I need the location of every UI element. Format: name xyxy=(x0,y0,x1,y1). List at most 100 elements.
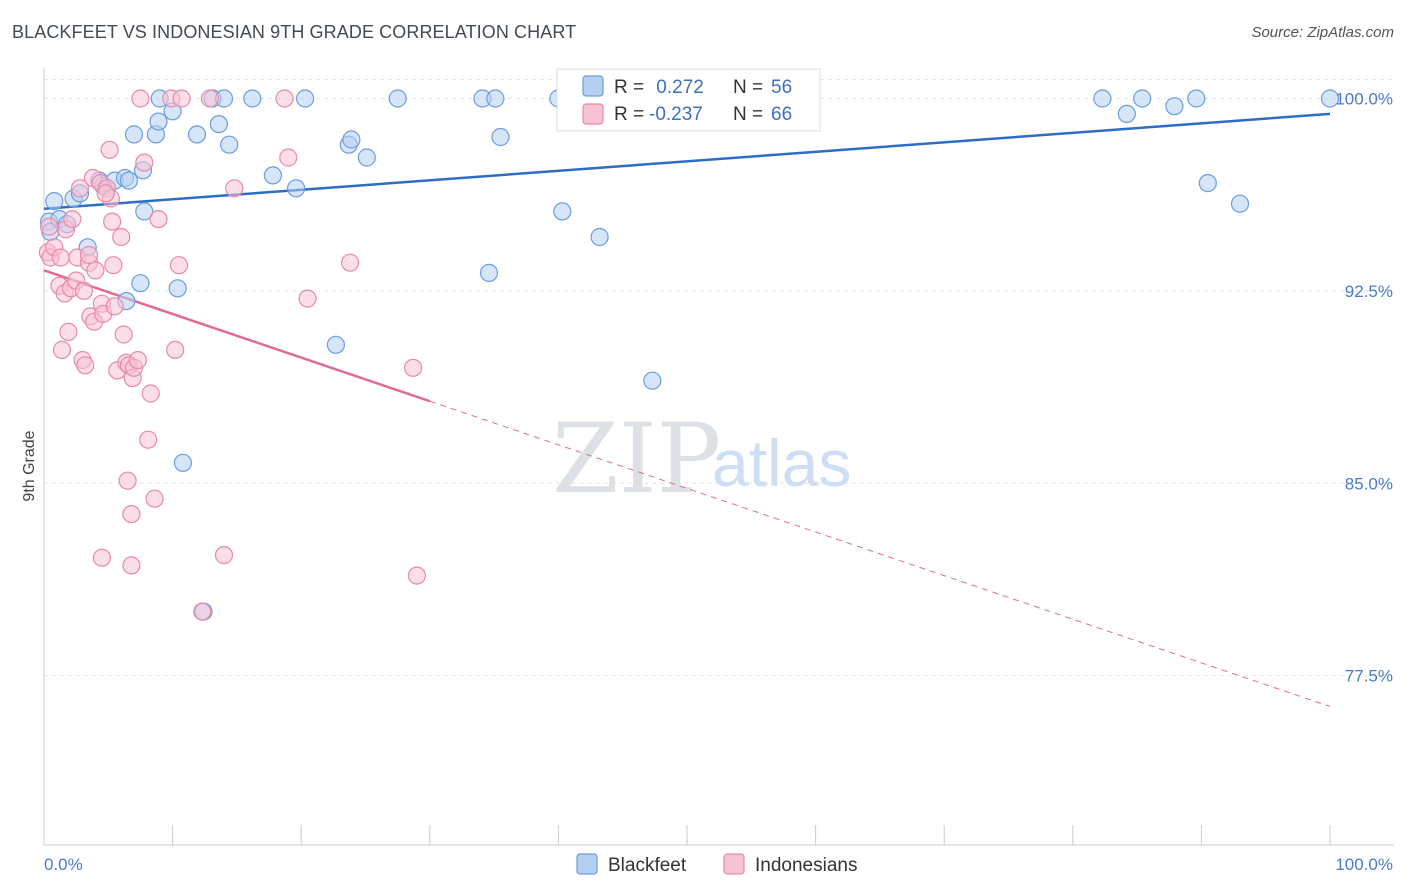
point-indonesians-27 xyxy=(100,140,119,159)
point-blackfeet-42 xyxy=(491,127,510,147)
point-blackfeet-12 xyxy=(119,171,138,190)
point-blackfeet-41 xyxy=(486,89,505,108)
legend-box: R = 0.272 N = 56 R = -0.237 N = 66 xyxy=(556,68,821,132)
point-blackfeet-51 xyxy=(1133,89,1152,108)
point-blackfeet-32 xyxy=(287,179,306,198)
point-indonesians-46 xyxy=(145,489,164,508)
point-blackfeet-15 xyxy=(131,274,150,293)
trend-line-indonesians-extrapolated xyxy=(429,400,1331,707)
legend-n-value-indonesians: 66 xyxy=(771,104,792,125)
point-blackfeet-36 xyxy=(342,130,361,149)
legend-n-value-blackfeet: 56 xyxy=(771,77,792,98)
watermark-atlas: atlas xyxy=(712,426,851,500)
point-blackfeet-45 xyxy=(590,227,609,247)
point-indonesians-52 xyxy=(193,602,212,621)
source-label: Source: ZipAtlas.com xyxy=(1251,24,1394,41)
point-indonesians-64 xyxy=(96,184,115,203)
watermark: ZIP atlas xyxy=(552,403,851,515)
point-indonesians-58 xyxy=(298,289,317,308)
point-blackfeet-17 xyxy=(135,202,154,221)
y-tick-label-1: 85.0% xyxy=(1345,474,1393,493)
point-indonesians-62 xyxy=(92,548,112,567)
point-indonesians-6 xyxy=(52,340,72,359)
point-blackfeet-2 xyxy=(45,192,64,211)
point-blackfeet-30 xyxy=(243,89,262,108)
point-blackfeet-53 xyxy=(1187,89,1206,108)
point-blackfeet-56 xyxy=(1320,89,1340,108)
point-blackfeet-33 xyxy=(296,89,315,108)
point-indonesians-34 xyxy=(114,325,133,344)
point-indonesians-63 xyxy=(122,556,141,575)
bottom-legend-swatch-blackfeet xyxy=(576,853,598,875)
legend-swatch-indonesians xyxy=(582,103,604,125)
bottom-legend-label-blackfeet: Blackfeet xyxy=(608,855,687,876)
point-indonesians-45 xyxy=(141,384,160,403)
point-blackfeet-19 xyxy=(149,112,168,131)
point-indonesians-54 xyxy=(214,545,234,565)
chart-title: BLACKFEET VS INDONESIAN 9TH GRADE CORREL… xyxy=(12,22,577,42)
y-tick-label-0: 77.5% xyxy=(1345,667,1393,686)
point-indonesians-17 xyxy=(76,356,95,375)
point-blackfeet-52 xyxy=(1165,97,1184,116)
point-indonesians-59 xyxy=(341,253,360,272)
point-blackfeet-31 xyxy=(263,166,282,185)
tick-labels: 77.5% 85.0% 92.5% 100.0% 0.0% 100.0% xyxy=(44,89,1393,874)
x-tick-label-1: 100.0% xyxy=(1335,855,1393,874)
point-indonesians-60 xyxy=(404,358,423,377)
point-indonesians-5 xyxy=(51,248,70,267)
point-indonesians-61 xyxy=(407,566,426,585)
point-indonesians-33 xyxy=(112,227,131,247)
point-indonesians-55 xyxy=(225,179,244,198)
point-indonesians-9 xyxy=(59,322,78,341)
point-blackfeet-23 xyxy=(173,453,192,472)
point-blackfeet-34 xyxy=(326,335,345,354)
point-indonesians-22 xyxy=(86,261,105,280)
point-indonesians-30 xyxy=(104,256,123,275)
point-indonesians-38 xyxy=(122,504,141,524)
trend-line-blackfeet xyxy=(43,112,1331,211)
legend-n-label-blackfeet: N = xyxy=(733,77,763,98)
point-blackfeet-37 xyxy=(357,148,376,167)
point-indonesians-36 xyxy=(118,471,137,490)
trend-lines xyxy=(43,112,1331,707)
point-blackfeet-54 xyxy=(1198,174,1217,193)
x-tick-label-0: 0.0% xyxy=(44,855,83,874)
point-indonesians-1 xyxy=(39,217,59,236)
axes xyxy=(43,68,1394,846)
point-blackfeet-24 xyxy=(187,125,207,144)
point-indonesians-42 xyxy=(131,89,150,108)
y-tick-label-3: 100.0% xyxy=(1335,89,1393,108)
point-indonesians-41 xyxy=(128,351,147,370)
data-points xyxy=(38,89,1340,621)
point-indonesians-44 xyxy=(139,430,158,449)
legend-r-value-indonesians: -0.237 xyxy=(649,104,703,125)
point-indonesians-57 xyxy=(279,148,298,167)
legend-swatch-blackfeet xyxy=(582,75,604,97)
point-indonesians-47 xyxy=(149,210,168,229)
point-blackfeet-14 xyxy=(124,125,144,144)
point-indonesians-16 xyxy=(74,281,94,300)
legend-n-label-indonesians: N = xyxy=(733,104,763,125)
point-indonesians-56 xyxy=(275,89,294,108)
point-blackfeet-55 xyxy=(1230,194,1250,213)
point-indonesians-29 xyxy=(103,212,122,231)
point-blackfeet-38 xyxy=(388,89,407,108)
point-blackfeet-43 xyxy=(553,202,572,221)
y-axis-label: 9th Grade xyxy=(21,430,38,501)
point-blackfeet-40 xyxy=(479,263,499,282)
point-blackfeet-49 xyxy=(1093,89,1112,108)
point-blackfeet-47 xyxy=(643,371,662,390)
point-blackfeet-22 xyxy=(168,279,187,298)
point-indonesians-50 xyxy=(169,256,189,275)
grid-lines xyxy=(44,78,1394,677)
point-indonesians-14 xyxy=(70,179,90,198)
point-blackfeet-27 xyxy=(209,114,228,134)
watermark-zip: ZIP xyxy=(552,403,721,515)
point-indonesians-31 xyxy=(105,297,124,316)
point-indonesians-11 xyxy=(63,210,82,229)
point-blackfeet-29 xyxy=(220,135,239,154)
point-indonesians-43 xyxy=(135,153,154,172)
bottom-legend-label-indonesians: Indonesians xyxy=(755,855,857,876)
bottom-legend: Blackfeet Indonesians xyxy=(576,853,857,876)
